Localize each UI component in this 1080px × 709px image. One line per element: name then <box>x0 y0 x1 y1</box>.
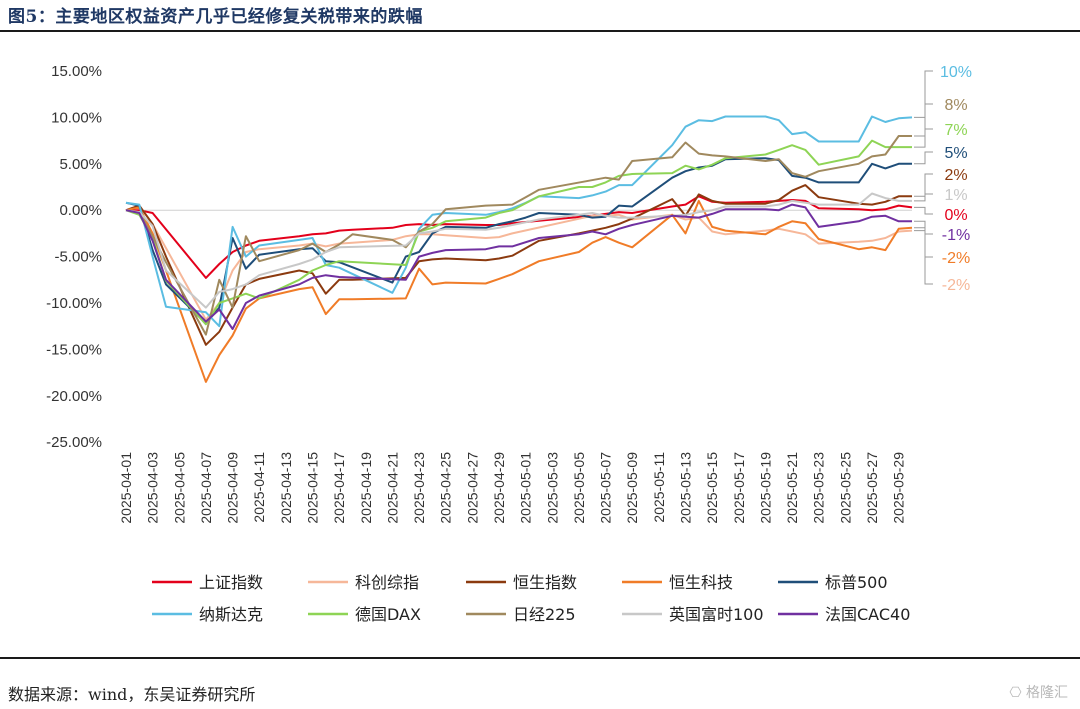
leader-line <box>914 230 933 285</box>
legend-label: 上证指数 <box>199 573 263 592</box>
leader-line <box>914 128 933 148</box>
series-line <box>125 203 912 330</box>
figure-title: 图5：主要地区权益资产几乎已经修复关税带来的跌幅 <box>8 7 423 27</box>
x-tick-label: 2025-04-07 <box>198 452 214 524</box>
legend-label: 法国CAC40 <box>825 605 910 624</box>
leader-line <box>914 206 933 215</box>
x-tick-label: 2025-05-13 <box>678 452 694 524</box>
x-tick-label: 2025-05-07 <box>598 452 614 524</box>
x-tick-label: 2025-05-19 <box>758 452 774 524</box>
footer-divider <box>0 657 1080 659</box>
legend-label: 标普500 <box>825 573 888 592</box>
y-tick-label: -15.00% <box>46 341 102 358</box>
legend-label: 科创综指 <box>355 573 419 592</box>
x-tick-label: 2025-04-21 <box>384 452 400 524</box>
x-tick-label: 2025-05-05 <box>571 452 587 524</box>
y-axis: 15.00% 10.00% 5.00% 0.00% -5.00% -10.00% -15.0… <box>46 63 102 451</box>
x-tick-label: 2025-05-01 <box>518 452 534 524</box>
end-value-label: -2% <box>942 250 970 267</box>
legend-label: 日经225 <box>513 605 576 624</box>
x-tick-label: 2025-04-01 <box>118 452 134 524</box>
leader-line <box>914 151 933 165</box>
legend-label: 德国DAX <box>355 605 421 624</box>
y-tick-label: -25.00% <box>46 434 102 451</box>
end-labels: 10% 8% 7% 5% 2% 1% 0% -1% -2% -2% <box>940 64 972 294</box>
series-line <box>125 199 913 383</box>
x-tick-label: 2025-04-03 <box>145 452 161 524</box>
legend-label: 英国富时100 <box>669 605 764 624</box>
x-tick-label: 2025-04-29 <box>491 452 507 524</box>
title-divider <box>0 30 1080 32</box>
y-tick-label: -20.00% <box>46 388 102 405</box>
x-tick-label: 2025-05-21 <box>784 452 800 524</box>
leader-line <box>914 70 933 118</box>
y-tick-label: 10.00% <box>51 109 102 126</box>
end-value-label: 7% <box>944 122 967 139</box>
leader-line <box>914 103 933 137</box>
x-tick-label: 2025-05-27 <box>864 452 880 524</box>
x-tick-label: 2025-04-17 <box>331 452 347 524</box>
x-tick-label: 2025-04-27 <box>464 452 480 524</box>
end-value-label: 2% <box>944 167 967 184</box>
x-axis: 2025-04-01 2025-04-03 2025-04-05 2025-04-07… <box>118 452 907 524</box>
end-value-label: 8% <box>944 97 967 114</box>
x-tick-label: 2025-04-15 <box>305 452 321 524</box>
end-value-label: 1% <box>944 187 967 204</box>
watermark-logo: ⎔ 格隆汇 <box>1009 685 1068 701</box>
x-tick-label: 2025-04-19 <box>358 452 374 524</box>
x-tick-label: 2025-05-25 <box>837 452 853 524</box>
y-tick-label: -5.00% <box>54 249 102 266</box>
x-tick-label: 2025-04-05 <box>171 452 187 524</box>
series-lines <box>125 115 913 383</box>
leader-line <box>914 193 933 202</box>
x-tick-label: 2025-04-13 <box>278 452 294 524</box>
x-tick-label: 2025-05-15 <box>704 452 720 524</box>
x-tick-label: 2025-05-29 <box>891 452 907 524</box>
watermark-text: 格隆汇 <box>1026 685 1068 701</box>
series-line <box>125 139 912 326</box>
series-line <box>126 195 913 279</box>
x-tick-label: 2025-05-11 <box>651 452 667 523</box>
y-tick-label: 0.00% <box>59 202 102 219</box>
y-tick-label: 5.00% <box>59 156 102 173</box>
x-tick-label: 2025-05-17 <box>731 452 747 524</box>
x-tick-label: 2025-04-25 <box>438 452 454 524</box>
x-tick-label: 2025-05-23 <box>811 452 827 524</box>
leader-line <box>914 173 933 197</box>
x-tick-label: 2025-04-11 <box>251 452 267 523</box>
series-line <box>125 135 912 336</box>
end-value-label: 0% <box>944 207 967 224</box>
legend-label: 纳斯达克 <box>199 605 263 624</box>
legend-label: 恒生科技 <box>669 573 733 592</box>
x-tick-label: 2025-05-09 <box>624 452 640 524</box>
series-line <box>125 192 912 309</box>
y-tick-label: 15.00% <box>51 63 102 80</box>
series-line <box>125 157 912 325</box>
x-tick-label: 2025-04-09 <box>225 452 241 524</box>
legend-label: 恒生指数 <box>513 573 577 592</box>
line-chart: 15.00% 10.00% 5.00% 0.00% -5.00% -10.00% -15.0… <box>46 63 972 624</box>
series-line <box>125 184 912 346</box>
source-note: 数据来源：wind，东吴证券研究所 <box>8 685 256 704</box>
end-value-label: -2% <box>942 277 970 294</box>
legend: 上证指数 科创综指 恒生指数 恒生科技 标普500 纳斯达克 德国DAX 日经225 英国富时1… <box>152 573 910 624</box>
end-label-leaders <box>914 70 933 285</box>
end-value-label: -1% <box>942 227 970 244</box>
end-value-label: 10% <box>940 64 972 81</box>
x-tick-label: 2025-05-03 <box>544 452 560 524</box>
leader-line <box>914 227 933 258</box>
end-value-label: 5% <box>944 145 967 162</box>
x-tick-label: 2025-04-23 <box>411 452 427 524</box>
y-tick-label: -10.00% <box>46 295 102 312</box>
